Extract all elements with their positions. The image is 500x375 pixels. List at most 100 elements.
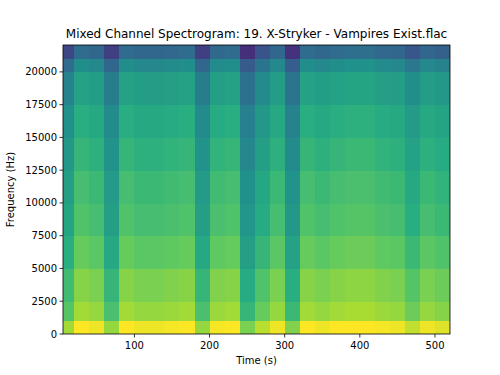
cell xyxy=(195,137,211,170)
y-tick xyxy=(60,71,64,72)
cell xyxy=(134,45,150,59)
cell xyxy=(104,170,120,203)
cell xyxy=(300,268,316,301)
cell xyxy=(134,59,150,73)
cell xyxy=(435,301,450,321)
cell xyxy=(435,137,450,170)
cell xyxy=(390,170,406,203)
cell xyxy=(225,105,241,138)
cell xyxy=(104,137,120,170)
cell xyxy=(435,170,450,203)
cell xyxy=(390,203,406,236)
cell xyxy=(390,72,406,105)
x-tick xyxy=(284,334,285,338)
cell xyxy=(149,72,165,105)
cell xyxy=(360,301,376,321)
cell xyxy=(195,268,211,301)
cells xyxy=(63,45,450,334)
cell xyxy=(375,268,391,301)
cell xyxy=(300,203,316,236)
cell xyxy=(210,59,226,73)
cell xyxy=(149,59,165,73)
cell xyxy=(210,45,226,59)
cell xyxy=(345,236,361,269)
x-tick xyxy=(209,334,210,338)
cell xyxy=(63,105,75,138)
cell xyxy=(285,105,301,138)
cell xyxy=(195,301,211,321)
cell xyxy=(63,203,75,236)
cell xyxy=(179,236,195,269)
cell xyxy=(330,59,346,73)
y-tick-label: 10000 xyxy=(25,197,57,208)
cell xyxy=(195,170,211,203)
cell xyxy=(63,268,75,301)
cell xyxy=(134,170,150,203)
cell xyxy=(255,321,271,334)
cell xyxy=(420,105,436,138)
cell xyxy=(134,236,150,269)
cell xyxy=(315,203,331,236)
cell xyxy=(195,45,211,59)
cell xyxy=(134,105,150,138)
cell xyxy=(195,72,211,105)
cell xyxy=(89,321,105,334)
cell xyxy=(104,301,120,321)
cell xyxy=(255,301,271,321)
cell xyxy=(270,105,286,138)
y-tick-label: 20000 xyxy=(25,66,57,77)
cell xyxy=(240,268,256,301)
cell xyxy=(134,301,150,321)
cell xyxy=(255,59,271,73)
cell xyxy=(134,321,150,334)
cell xyxy=(63,137,75,170)
cell xyxy=(74,137,90,170)
cell xyxy=(300,45,316,59)
x-tick xyxy=(134,334,135,338)
cell xyxy=(345,72,361,105)
cell xyxy=(390,105,406,138)
cell xyxy=(149,236,165,269)
cell xyxy=(360,72,376,105)
cell xyxy=(360,170,376,203)
cell xyxy=(255,45,271,59)
cell xyxy=(330,45,346,59)
cell xyxy=(270,301,286,321)
cell xyxy=(420,301,436,321)
cell xyxy=(179,105,195,138)
y-tick xyxy=(60,268,64,269)
cell xyxy=(270,45,286,59)
cell xyxy=(225,45,241,59)
cell xyxy=(225,203,241,236)
cell xyxy=(405,137,421,170)
cell xyxy=(375,321,391,334)
cell xyxy=(210,170,226,203)
cell xyxy=(119,301,135,321)
cell xyxy=(63,301,75,321)
cell xyxy=(195,203,211,236)
cell xyxy=(149,105,165,138)
cell xyxy=(330,105,346,138)
cell xyxy=(210,137,226,170)
cell xyxy=(89,105,105,138)
cell xyxy=(240,137,256,170)
cell xyxy=(360,45,376,59)
cell xyxy=(285,321,301,334)
cell xyxy=(210,203,226,236)
cell xyxy=(74,72,90,105)
cell xyxy=(300,170,316,203)
cell xyxy=(149,268,165,301)
x-tick-label: 400 xyxy=(350,340,369,351)
cell xyxy=(225,59,241,73)
y-tick xyxy=(60,334,64,335)
title: Mixed Channel Spectrogram: 19. X-Stryker… xyxy=(66,27,447,41)
cell xyxy=(315,105,331,138)
cell xyxy=(179,59,195,73)
cell xyxy=(240,321,256,334)
cell xyxy=(179,203,195,236)
cell xyxy=(149,321,165,334)
cell xyxy=(300,321,316,334)
cell xyxy=(225,268,241,301)
cell xyxy=(74,170,90,203)
cell xyxy=(240,72,256,105)
